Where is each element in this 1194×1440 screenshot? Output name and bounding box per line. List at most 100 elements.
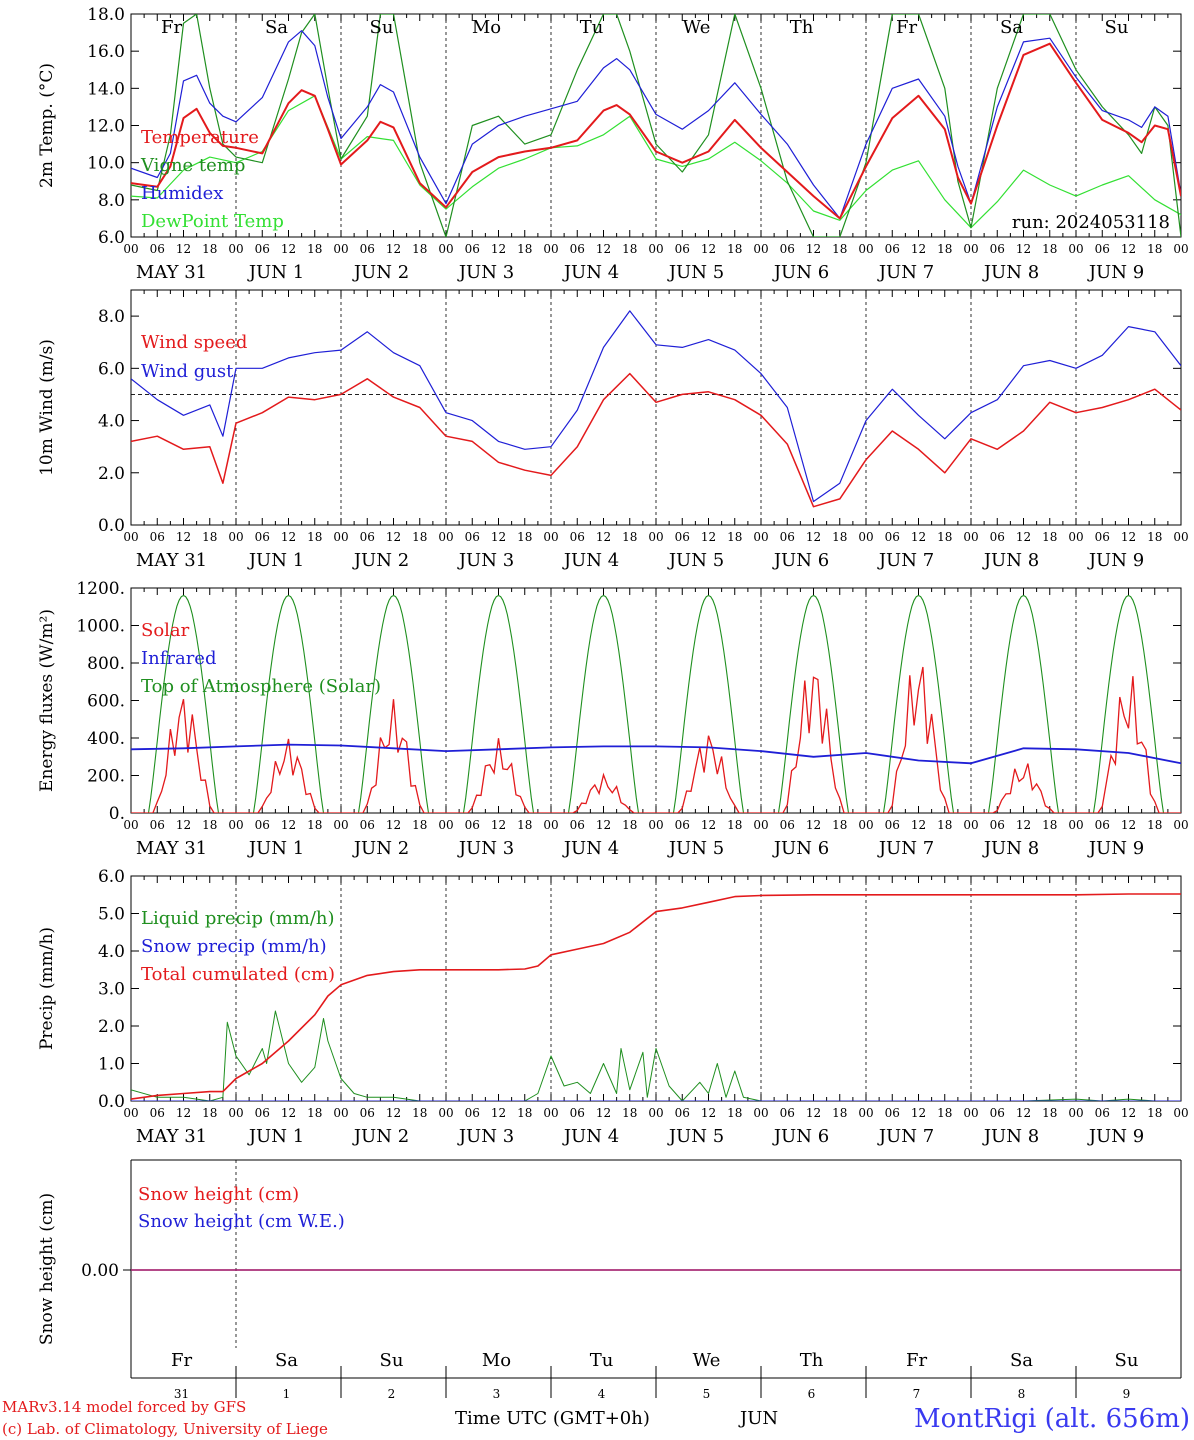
weekday-label: Tu bbox=[590, 1350, 614, 1371]
weekday-label: Fr bbox=[171, 1350, 192, 1371]
hour-tick-label: 06 bbox=[465, 242, 480, 256]
hour-tick-label: 12 bbox=[596, 1106, 611, 1120]
series-wind-speed bbox=[131, 372, 1181, 508]
hour-tick-label: 12 bbox=[911, 530, 926, 544]
weekday-label: Mo bbox=[482, 1350, 511, 1371]
hour-tick-label: 00 bbox=[228, 818, 243, 832]
hour-tick-label: 00 bbox=[228, 530, 243, 544]
hour-tick-label: 12 bbox=[1016, 818, 1031, 832]
series-vigne-temp bbox=[131, 14, 1181, 237]
hour-tick-label: 06 bbox=[885, 818, 900, 832]
date-label: JUN 2 bbox=[352, 838, 409, 859]
hour-tick-label: 18 bbox=[727, 242, 742, 256]
weekday-label: Fr bbox=[161, 17, 182, 38]
energy-frame bbox=[130, 587, 1182, 814]
day-number-label: 1 bbox=[283, 1387, 291, 1401]
temp-x-axis: 00 06 12 18 00 06 12 18 00 06 12 18 00 06 12 18 00 06 12 18… bbox=[123, 242, 1188, 283]
month-label: JUN bbox=[738, 1408, 778, 1429]
hour-tick-label: 18 bbox=[202, 1106, 217, 1120]
precip-y-label: Precip (mm/h) bbox=[37, 927, 57, 1050]
hour-tick-label: 18 bbox=[412, 818, 427, 832]
hour-tick-label: 18 bbox=[412, 1106, 427, 1120]
y-tick-label: 0.0 bbox=[98, 1092, 125, 1112]
date-label: MAY 31 bbox=[136, 838, 207, 859]
date-label: JUN 8 bbox=[982, 838, 1039, 859]
weekday-label: Su bbox=[1105, 17, 1129, 38]
hour-tick-label: 06 bbox=[360, 818, 375, 832]
y-tick-label: 10.0 bbox=[87, 154, 125, 174]
hour-tick-label: 06 bbox=[255, 530, 270, 544]
series-wind-gust bbox=[131, 310, 1181, 503]
y-tick-label: 6.0 bbox=[98, 228, 125, 248]
legend-snow-height-cm-w-e-: Snow height (cm W.E.) bbox=[138, 1211, 345, 1232]
y-tick-label: 800. bbox=[87, 654, 125, 674]
y-tick-label: 0.00 bbox=[81, 1261, 119, 1281]
hour-tick-label: 12 bbox=[1016, 1106, 1031, 1120]
hour-tick-label: 06 bbox=[570, 1106, 585, 1120]
legend-total-cumulated-cm-: Total cumulated (cm) bbox=[141, 964, 335, 985]
y-tick-label: 400. bbox=[87, 729, 125, 749]
wind-frame bbox=[130, 289, 1182, 526]
hour-tick-label: 18 bbox=[937, 242, 952, 256]
hour-tick-label: 18 bbox=[727, 1106, 742, 1120]
date-label: JUN 8 bbox=[982, 1126, 1039, 1147]
hour-tick-label: 00 bbox=[858, 1106, 873, 1120]
hour-tick-label: 00 bbox=[543, 1106, 558, 1120]
hour-tick-label: 18 bbox=[622, 818, 637, 832]
series-top-of-atmosphere-solar bbox=[131, 594, 1181, 813]
date-label: JUN 9 bbox=[1087, 838, 1144, 859]
hour-tick-label: 06 bbox=[990, 242, 1005, 256]
hour-tick-label: 12 bbox=[281, 818, 296, 832]
date-label: JUN 9 bbox=[1087, 1126, 1144, 1147]
date-label: JUN 5 bbox=[667, 838, 724, 859]
date-label: JUN 2 bbox=[352, 550, 409, 571]
weekday-label: Su bbox=[370, 17, 394, 38]
station-name: MontRigi (alt. 656m) bbox=[914, 1404, 1190, 1434]
hour-tick-label: 00 bbox=[963, 1106, 978, 1120]
date-label: JUN 6 bbox=[772, 1126, 829, 1147]
hour-tick-label: 12 bbox=[386, 242, 401, 256]
hour-tick-label: 12 bbox=[806, 1106, 821, 1120]
y-tick-label: 0.0 bbox=[98, 516, 125, 536]
hour-tick-label: 06 bbox=[465, 1106, 480, 1120]
weekday-label: Sa bbox=[1010, 1350, 1033, 1371]
date-label: MAY 31 bbox=[136, 262, 207, 283]
date-label: JUN 9 bbox=[1087, 550, 1144, 571]
series-infrared bbox=[131, 743, 1181, 765]
hour-tick-label: 00 bbox=[1173, 530, 1188, 544]
precip-x-axis: 00 06 12 18 00 06 12 18 00 06 12 18 00 06 12 18 00 06 12 18… bbox=[123, 1106, 1188, 1147]
hour-tick-label: 06 bbox=[780, 818, 795, 832]
y-tick-label: 1200. bbox=[76, 579, 125, 599]
hour-tick-label: 06 bbox=[780, 242, 795, 256]
hour-tick-label: 00 bbox=[753, 1106, 768, 1120]
hour-tick-label: 06 bbox=[465, 818, 480, 832]
run-annotation: run: 2024053118 bbox=[1012, 212, 1170, 233]
y-tick-label: 1.0 bbox=[98, 1055, 125, 1075]
hour-tick-label: 06 bbox=[885, 1106, 900, 1120]
weekday-label: Fr bbox=[906, 1350, 927, 1371]
hour-tick-label: 18 bbox=[517, 818, 532, 832]
snow-y-label: Snow height (cm) bbox=[37, 1193, 57, 1345]
date-label: JUN 6 bbox=[772, 262, 829, 283]
hour-tick-label: 18 bbox=[307, 818, 322, 832]
hour-tick-label: 12 bbox=[1016, 242, 1031, 256]
series-dewpoint-temp bbox=[131, 95, 1181, 229]
hour-tick-label: 18 bbox=[727, 818, 742, 832]
weekday-label: Sa bbox=[275, 1350, 298, 1371]
hour-tick-label: 00 bbox=[753, 242, 768, 256]
hour-tick-label: 00 bbox=[1068, 242, 1083, 256]
date-label: JUN 9 bbox=[1087, 262, 1144, 283]
hour-tick-label: 18 bbox=[307, 242, 322, 256]
hour-tick-label: 00 bbox=[228, 242, 243, 256]
hour-tick-label: 00 bbox=[123, 818, 138, 832]
hour-tick-label: 18 bbox=[1147, 242, 1162, 256]
date-label: JUN 1 bbox=[247, 262, 304, 283]
hour-tick-label: 06 bbox=[570, 818, 585, 832]
weekday-label: Th bbox=[790, 17, 814, 38]
date-label: JUN 4 bbox=[562, 1126, 619, 1147]
date-label: JUN 7 bbox=[877, 1126, 934, 1147]
y-tick-label: 1000. bbox=[76, 617, 125, 637]
hour-tick-label: 00 bbox=[438, 530, 453, 544]
energy-plot-border bbox=[130, 587, 1182, 814]
hour-tick-label: 18 bbox=[1042, 242, 1057, 256]
